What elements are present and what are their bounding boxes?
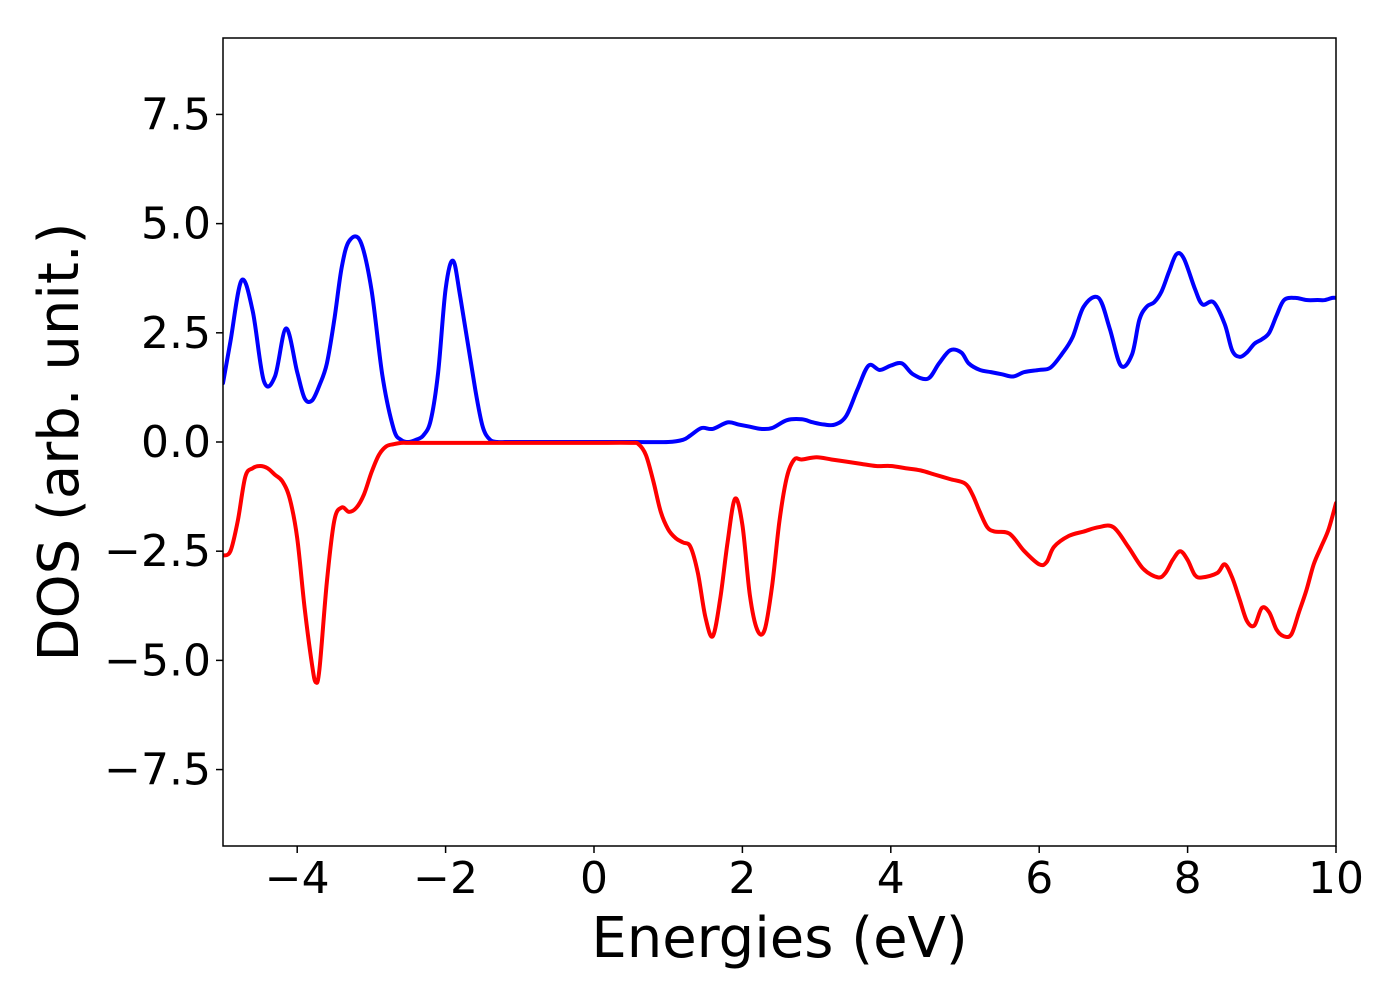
x-tick-label: 4 xyxy=(877,853,905,904)
y-tick-label: −5.0 xyxy=(104,635,211,686)
x-tick-label: 10 xyxy=(1308,853,1364,904)
x-tick-label: 8 xyxy=(1174,853,1202,904)
y-tick-label: 0.0 xyxy=(141,417,211,468)
series-layer xyxy=(223,234,1336,685)
y-tick-label: 7.5 xyxy=(141,89,211,140)
x-tick-label: 2 xyxy=(728,853,756,904)
y-axis-title: DOS (arb. unit.) xyxy=(27,222,92,661)
y-tick-label: −2.5 xyxy=(104,526,211,577)
x-tick-label: −4 xyxy=(265,853,330,904)
y-tick-label: −7.5 xyxy=(104,745,211,796)
y-axis: 7.5 5.0 2.5 0.0 −2.5 −5.0 −7.5 xyxy=(104,89,223,796)
series-line-red xyxy=(223,440,1336,685)
x-tick-label: −2 xyxy=(413,853,478,904)
x-tick-label: 6 xyxy=(1025,853,1053,904)
y-tick-label: 5.0 xyxy=(141,199,211,250)
x-tick-label: 0 xyxy=(580,853,608,904)
series-line-blue xyxy=(223,234,1336,445)
x-axis: −4 −2 0 2 4 6 8 10 xyxy=(265,846,1364,904)
x-axis-title: Energies (eV) xyxy=(591,906,967,971)
y-tick-label: 2.5 xyxy=(141,308,211,359)
